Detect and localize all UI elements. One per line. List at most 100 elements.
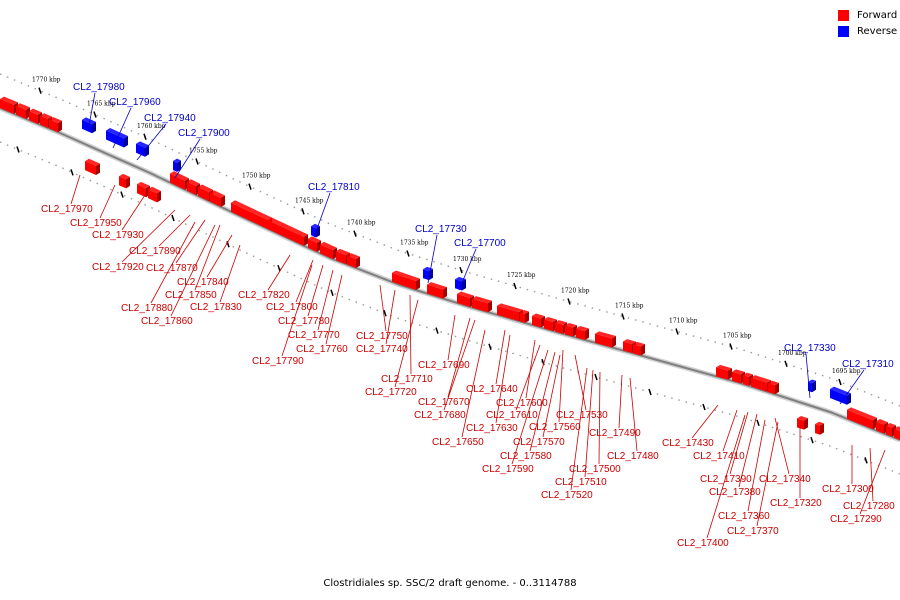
gene-top [576, 326, 589, 331]
gene-front [29, 111, 38, 124]
gene-top [457, 291, 474, 298]
leader-line-forward [525, 339, 536, 399]
gene-label-forward: CL2_17780 [278, 316, 330, 327]
leader-line-reverse [174, 138, 201, 179]
gene-reverse [311, 223, 320, 238]
gene-top [320, 241, 337, 251]
gene-side [812, 380, 816, 393]
gene-top [544, 316, 557, 322]
gene-forward [797, 415, 808, 430]
gene-front [886, 425, 892, 437]
gene-reverse [136, 141, 149, 157]
gene-side [92, 121, 96, 134]
gene-front [797, 418, 804, 430]
gene-top [173, 158, 181, 163]
gene-forward [815, 421, 824, 435]
leader-line-forward [729, 411, 749, 475]
ruler-tick-label: 1735 kbp [400, 240, 429, 247]
gene-forward [119, 173, 130, 189]
gene-front [815, 424, 820, 435]
gene-forward [148, 186, 161, 203]
ruler-tick [567, 298, 571, 305]
ruler-tick-label: 1695 kbp [832, 368, 861, 375]
gene-label-forward: CL2_17290 [830, 514, 882, 525]
gene-side [612, 336, 616, 348]
gene-front [847, 409, 873, 430]
gene-front [876, 421, 884, 434]
gene-label-forward: CL2_17690 [418, 360, 470, 371]
gene-side [847, 393, 851, 405]
ruler-tick [38, 87, 42, 94]
gene-forward [520, 310, 529, 323]
ruler-tick [729, 343, 733, 350]
gene-label-forward: CL2_17890 [129, 246, 181, 257]
gene-front [347, 255, 356, 269]
ruler-tick-label: 1725 kbp [507, 272, 536, 279]
gene-top [743, 372, 753, 377]
leader-line-forward [385, 289, 396, 345]
gene-front [308, 238, 317, 252]
gene-label-forward: CL2_17760 [296, 344, 348, 355]
gene-reverse [423, 266, 433, 281]
leader-line-forward [629, 377, 638, 452]
gene-label-forward: CL2_17630 [466, 423, 518, 434]
gene-label-forward: CL2_17280 [843, 501, 895, 512]
leader-line-forward [206, 234, 233, 278]
gene-label-forward: CL2_17490 [589, 428, 641, 439]
gene-side [525, 311, 529, 323]
gene-front [198, 186, 209, 202]
lower-tick [120, 191, 124, 198]
gene-forward [16, 103, 30, 119]
gene-label-reverse: CL2_17310 [842, 359, 894, 370]
gene-side [416, 278, 420, 291]
gene-label-forward: CL2_17560 [529, 422, 581, 433]
gene-front [231, 202, 268, 230]
lower-tick [16, 146, 20, 153]
leader-line-forward [495, 329, 506, 385]
gene-top [170, 171, 189, 181]
gene-top [716, 364, 732, 371]
gene-label-forward: CL2_17570 [513, 437, 565, 448]
gene-side [775, 382, 779, 395]
gene-label-forward: CL2_17790 [252, 356, 304, 367]
gene-label-forward: CL2_17410 [693, 451, 745, 462]
lower-tick [648, 388, 652, 396]
leader-line-forward [598, 371, 601, 465]
gene-forward [894, 426, 900, 440]
leader-line-forward [70, 174, 81, 205]
gene-label-reverse: CL2_17730 [415, 224, 467, 235]
gene-top [392, 270, 420, 282]
gene-front [148, 189, 157, 203]
gene-side [462, 279, 466, 291]
leader-line-forward [869, 447, 874, 502]
leader-line-forward [281, 264, 313, 357]
gene-front [427, 284, 443, 299]
gene-front [170, 173, 185, 190]
gene-side [585, 328, 589, 340]
leader-line-forward [194, 224, 221, 291]
gene-forward [576, 326, 589, 340]
ruler-tick-label: 1715 kbp [615, 303, 644, 310]
gene-top [187, 179, 200, 186]
gene-side [820, 423, 824, 435]
leader-line-reverse [87, 92, 96, 132]
gene-top [137, 181, 150, 189]
gene-label-forward: CL2_17850 [165, 290, 217, 301]
gene-forward [49, 117, 62, 133]
gene-forward [768, 380, 779, 395]
gene-forward [847, 407, 877, 430]
gene-top [623, 339, 636, 344]
legend-item-reverse: Reverse [838, 24, 897, 39]
gene-top [119, 173, 130, 180]
leader-line-forward [570, 367, 588, 491]
leader-line-forward [317, 269, 334, 331]
gene-label-forward: CL2_17610 [486, 410, 538, 421]
gene-top [0, 96, 18, 105]
leader-line-forward [515, 344, 541, 411]
gene-top [497, 303, 523, 313]
gene-label-forward: CL2_17740 [356, 344, 408, 355]
leader-line-forward [409, 294, 412, 375]
leader-line-reverse [839, 369, 865, 405]
ruler-tick [513, 282, 517, 290]
